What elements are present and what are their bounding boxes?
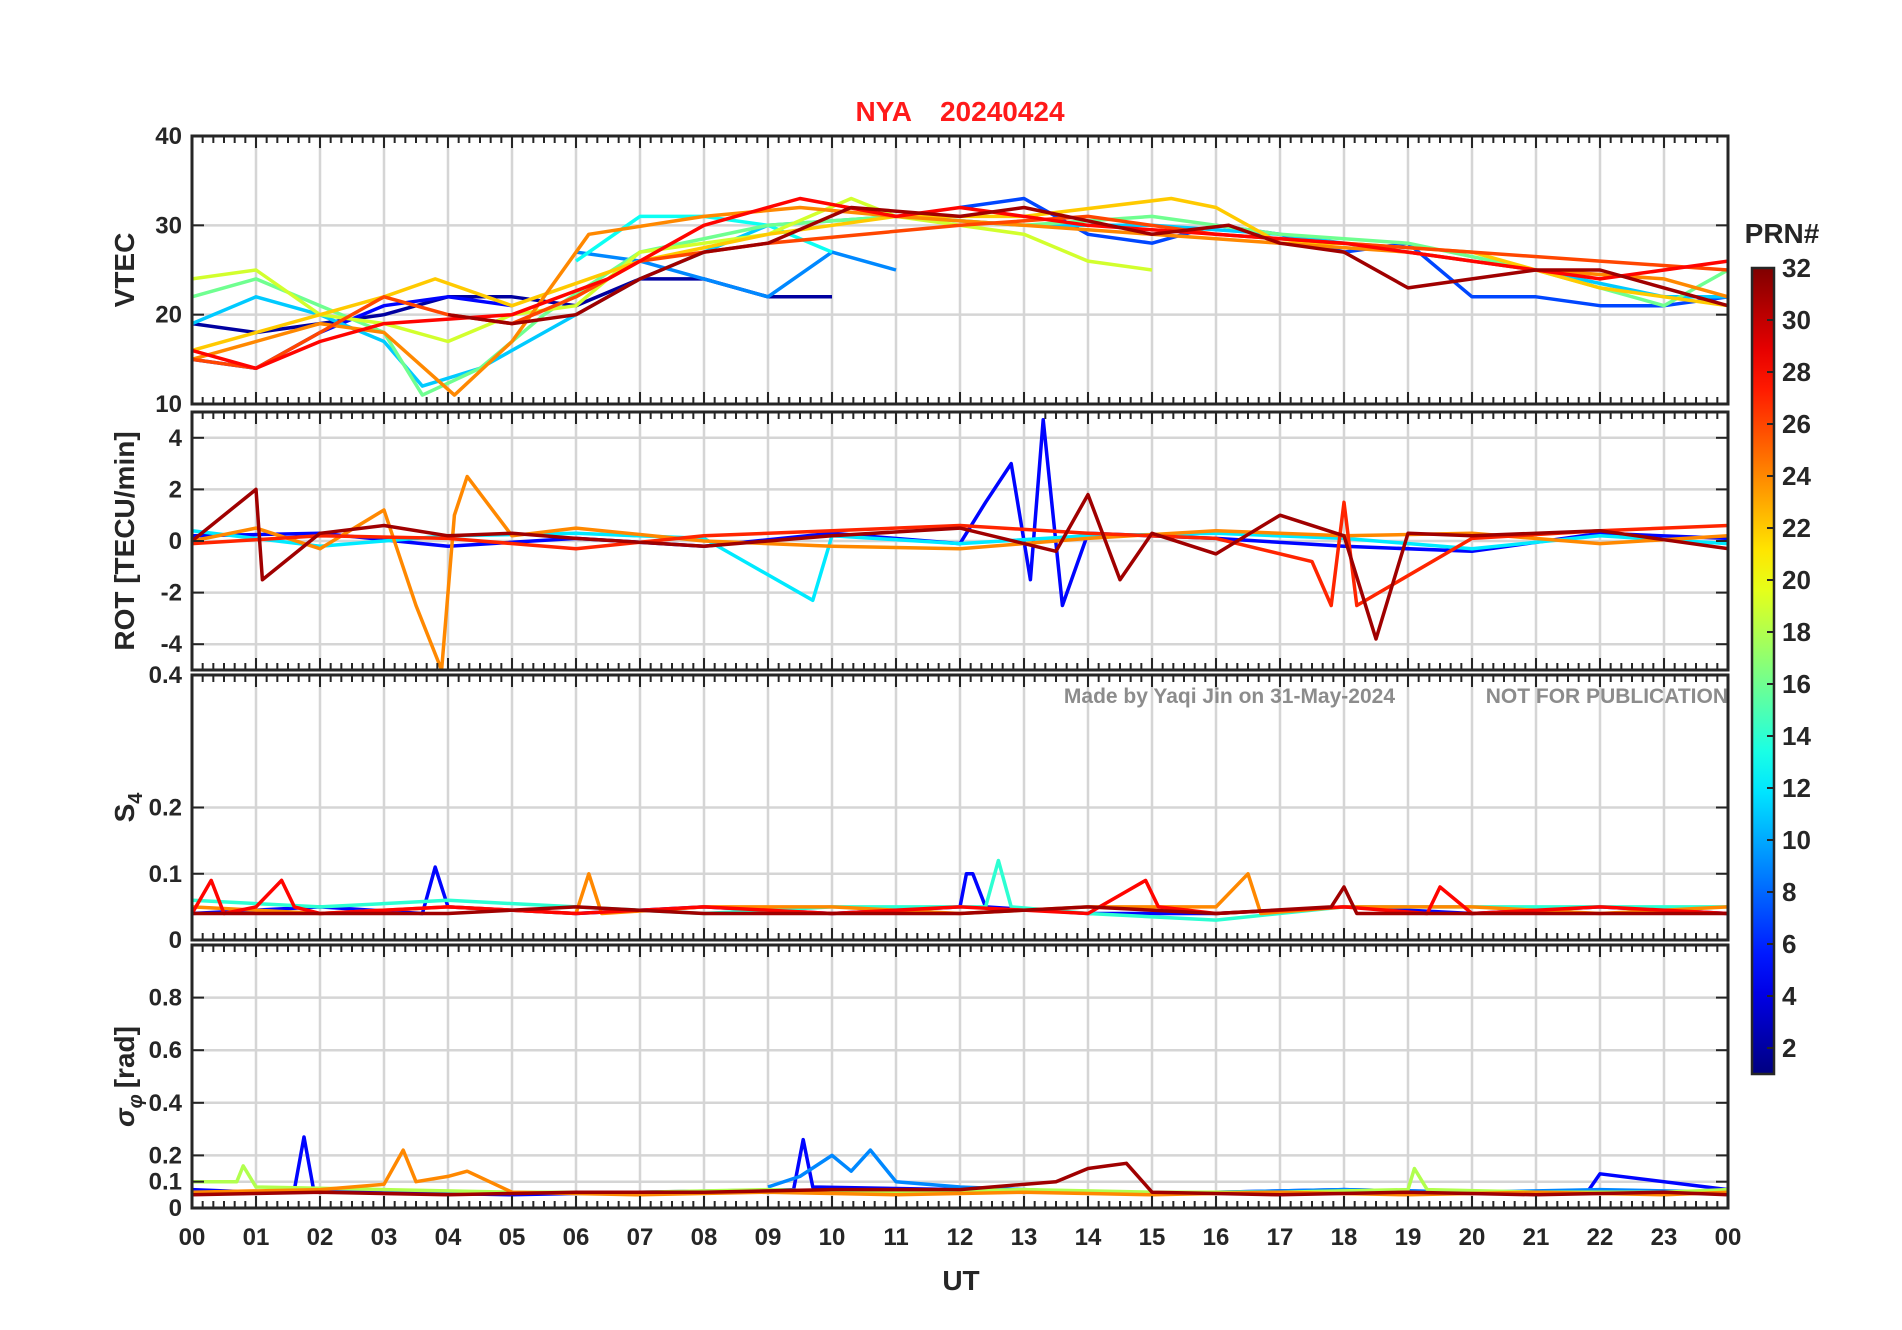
y-tick-label: -2	[161, 580, 182, 607]
series-prn-28	[192, 878, 1728, 916]
colorbar-gradient	[1750, 266, 1776, 1076]
series-prn-31	[447, 205, 1728, 326]
panel-rot: -4 -2 0 2 4 ROT [TECU/min]	[109, 410, 1730, 672]
x-tick-label: 02	[307, 1224, 334, 1251]
x-tick-label: 06	[563, 1224, 590, 1251]
series-prn-31	[192, 885, 1728, 916]
colorbar-tick-label: 10	[1782, 825, 1811, 855]
colorbar-tick-label: 8	[1782, 877, 1796, 907]
y-tick-label: 40	[155, 123, 182, 150]
x-tick-label: 11	[883, 1224, 908, 1251]
series-group	[192, 417, 1728, 670]
x-tick-label: 03	[371, 1224, 398, 1251]
series-prn-31	[192, 1161, 1728, 1197]
series-group	[192, 858, 1728, 922]
watermark-author: Made by Yaqi Jin on 31-May-2024	[1064, 685, 1395, 708]
x-tick-label: 13	[1011, 1224, 1038, 1251]
colorbar-tick-label: 6	[1782, 929, 1796, 959]
watermark-notice: NOT FOR PUBLICATION	[1486, 685, 1728, 708]
colorbar-tick-label: 2	[1782, 1033, 1796, 1063]
x-tick-label: 17	[1267, 1224, 1294, 1251]
colorbar-tick-label: 18	[1782, 617, 1811, 647]
y-tick-label: 0.2	[149, 795, 182, 822]
x-tick-label: 04	[435, 1224, 462, 1251]
x-tick-label: 23	[1651, 1224, 1678, 1251]
x-tick-label: 10	[819, 1224, 846, 1251]
x-tick-label: 20	[1459, 1224, 1486, 1251]
x-tick-label: 09	[755, 1224, 782, 1251]
x-tick-label: 12	[947, 1224, 974, 1251]
x-tick-label: 01	[243, 1224, 270, 1251]
y-tick-label: 0.4	[149, 1090, 183, 1117]
y-tick-label: 0.4	[149, 662, 183, 689]
colorbar-tick-label: 12	[1782, 773, 1811, 803]
title-date: 20240424	[940, 96, 1065, 127]
y-tick-label: -4	[161, 631, 183, 658]
x-tick-label: 15	[1139, 1224, 1166, 1251]
x-tick-label: 19	[1395, 1224, 1422, 1251]
y-axis-label: VTEC	[109, 233, 140, 308]
x-axis: 00 01 02 03 04 05 06 07 08 09 10 11 12 13 14 15 16 17 18 19…	[179, 1224, 1742, 1251]
y-axis-label: S4	[109, 792, 147, 823]
panel-vtec: 10 20 30 40 VTEC	[109, 123, 1730, 418]
x-axis-label: UT	[942, 1265, 979, 1296]
colorbar-tick-label: 4	[1782, 981, 1797, 1011]
y-tick-label: 0.1	[149, 861, 182, 888]
series-group	[192, 196, 1728, 397]
series-prn-31	[192, 487, 1728, 641]
y-tick-label: 10	[155, 391, 182, 418]
x-tick-label: 14	[1075, 1224, 1102, 1251]
y-tick-label: 2	[169, 476, 182, 503]
x-tick-label: 00	[1715, 1224, 1742, 1251]
x-tick-label: 05	[499, 1224, 526, 1251]
x-tick-label: 21	[1523, 1224, 1550, 1251]
x-tick-label: 18	[1331, 1224, 1358, 1251]
colorbar-tick-label: 28	[1782, 357, 1811, 387]
x-tick-label: 00	[179, 1224, 206, 1251]
y-tick-label: 0	[169, 927, 182, 954]
y-tick-label: 0	[169, 1195, 182, 1222]
panel-sigma_phi: 00.10.2 0.4 0.6 0.8σφ[rad]	[109, 943, 1730, 1222]
y-axis-label: σφ[rad]	[109, 1026, 147, 1127]
y-tick-label: 0.2	[149, 1142, 182, 1169]
y-tick-label: 20	[155, 302, 182, 329]
colorbar-tick-label: 22	[1782, 513, 1811, 543]
x-tick-label: 08	[691, 1224, 718, 1251]
series-prn-5	[192, 417, 1728, 608]
y-tick-label: 0.1	[149, 1169, 182, 1196]
y-axis-label: ROT [TECU/min]	[109, 431, 140, 650]
colorbar-tick-label: 14	[1782, 721, 1811, 751]
title-station: NYA	[855, 96, 912, 127]
colorbar-tick-label: 26	[1782, 409, 1811, 439]
x-tick-label: 07	[627, 1224, 654, 1251]
series-group	[192, 1135, 1728, 1197]
y-tick-label: 4	[169, 425, 183, 452]
x-tick-label: 16	[1203, 1224, 1230, 1251]
colorbar-label: PRN#	[1745, 218, 1820, 249]
colorbar-tick-label: 16	[1782, 669, 1811, 699]
colorbar-tick-label: 24	[1782, 461, 1811, 491]
panel-s4: 0 0.1 0.2 0.4 S4	[109, 662, 1730, 954]
figure-title: NYA 20240424	[855, 96, 1065, 127]
x-tick-label: 22	[1587, 1224, 1614, 1251]
colorbar-tick-label: 32	[1782, 253, 1811, 283]
colorbar-tick-label: 30	[1782, 305, 1811, 335]
y-tick-label: 0	[169, 528, 182, 555]
y-tick-label: 0.6	[149, 1037, 182, 1064]
y-tick-label: 30	[155, 212, 182, 239]
y-tick-label: 0.8	[149, 985, 182, 1012]
colorbar-tick-label: 20	[1782, 565, 1811, 595]
